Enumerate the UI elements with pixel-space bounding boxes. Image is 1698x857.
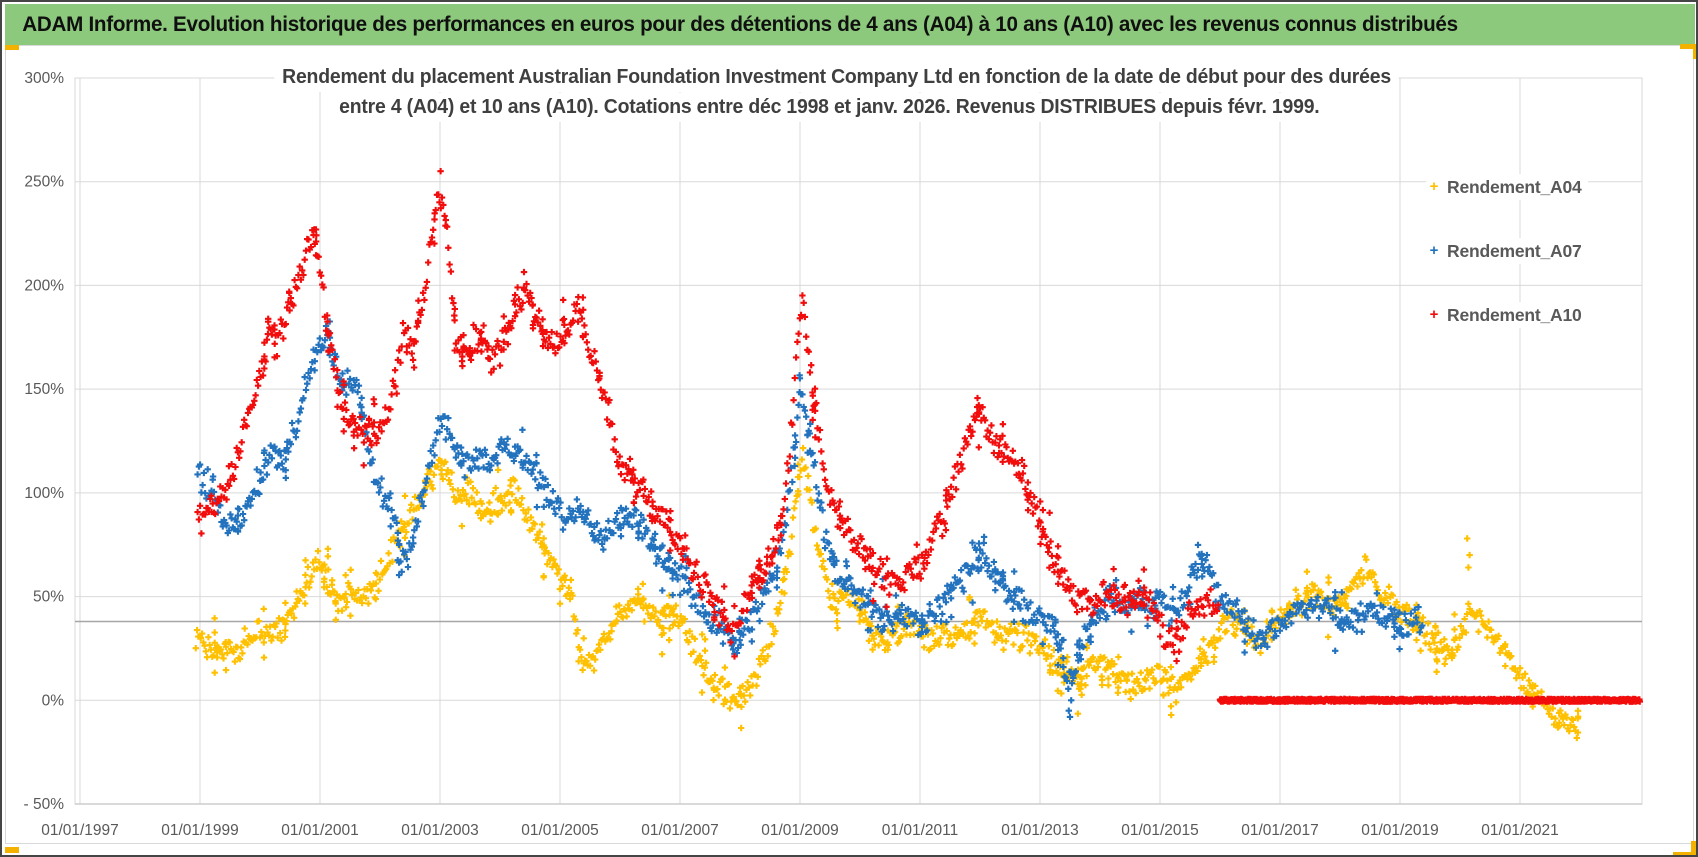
legend-marker-a10-icon: +	[1429, 306, 1439, 323]
y-tick-label: 150%	[24, 381, 64, 398]
x-tick-label: 01/01/2001	[281, 822, 359, 839]
x-tick-label: 01/01/2017	[1241, 822, 1319, 839]
selection-handle-top-right[interactable]	[1680, 44, 1696, 59]
chart-title: Rendement du placement Australian Founda…	[257, 63, 1402, 123]
x-tick-label: 01/01/2007	[641, 822, 719, 839]
legend-label-a07: Rendement_A07	[1447, 241, 1582, 261]
x-tick-label: 01/01/1997	[41, 822, 119, 839]
x-tick-label: 01/01/2011	[882, 822, 958, 839]
legend-item-a04[interactable]: + Rendement_A04	[1426, 174, 1588, 200]
x-tick-label: 01/01/1999	[161, 822, 239, 839]
legend-marker-a04-icon: +	[1429, 178, 1439, 195]
legend-label-a04: Rendement_A04	[1447, 177, 1582, 197]
legend-item-a10[interactable]: + Rendement_A10	[1426, 302, 1588, 328]
selection-handle-top-left[interactable]	[5, 45, 19, 50]
legend-marker-a07-icon: +	[1429, 242, 1439, 259]
x-tick-label: 01/01/2021	[1481, 822, 1559, 839]
sheet-title-bar: ADAM Informe. Evolution historique des p…	[5, 4, 1695, 45]
y-tick-label: 200%	[24, 277, 64, 294]
x-tick-label: 01/01/2019	[1361, 822, 1439, 839]
chart-title-line1: Rendement du placement Australian Founda…	[274, 63, 1399, 92]
y-tick-label: 100%	[24, 485, 64, 502]
x-tick-label: 01/01/2009	[761, 822, 839, 839]
selection-handle-bottom-right[interactable]	[1673, 841, 1696, 855]
legend-item-a07[interactable]: + Rendement_A07	[1426, 238, 1588, 264]
sheet-title-text: ADAM Informe. Evolution historique des p…	[22, 12, 1458, 36]
chart-title-line2: entre 4 (A04) et 10 ans (A10). Cotations…	[331, 93, 1328, 122]
x-tick-label: 01/01/2005	[521, 822, 599, 839]
x-tick-label: 01/01/2013	[1001, 822, 1079, 839]
y-tick-label: 300%	[24, 70, 64, 87]
selection-handle-bottom-left[interactable]	[5, 847, 19, 853]
legend-label-a10: Rendement_A10	[1447, 305, 1582, 325]
series-Rendement_A10[interactable]	[194, 168, 1643, 705]
y-tick-label: 50%	[33, 589, 64, 606]
chart-object-frame	[5, 45, 1694, 844]
y-tick-label: - 50%	[24, 796, 65, 813]
y-tick-label: 250%	[24, 174, 64, 191]
x-tick-label: 01/01/2003	[401, 822, 479, 839]
plot-area-border	[74, 77, 1643, 805]
series-Rendement_A07[interactable]	[194, 318, 1426, 721]
y-tick-label: 0%	[42, 692, 65, 709]
x-tick-label: 01/01/2015	[1121, 822, 1199, 839]
